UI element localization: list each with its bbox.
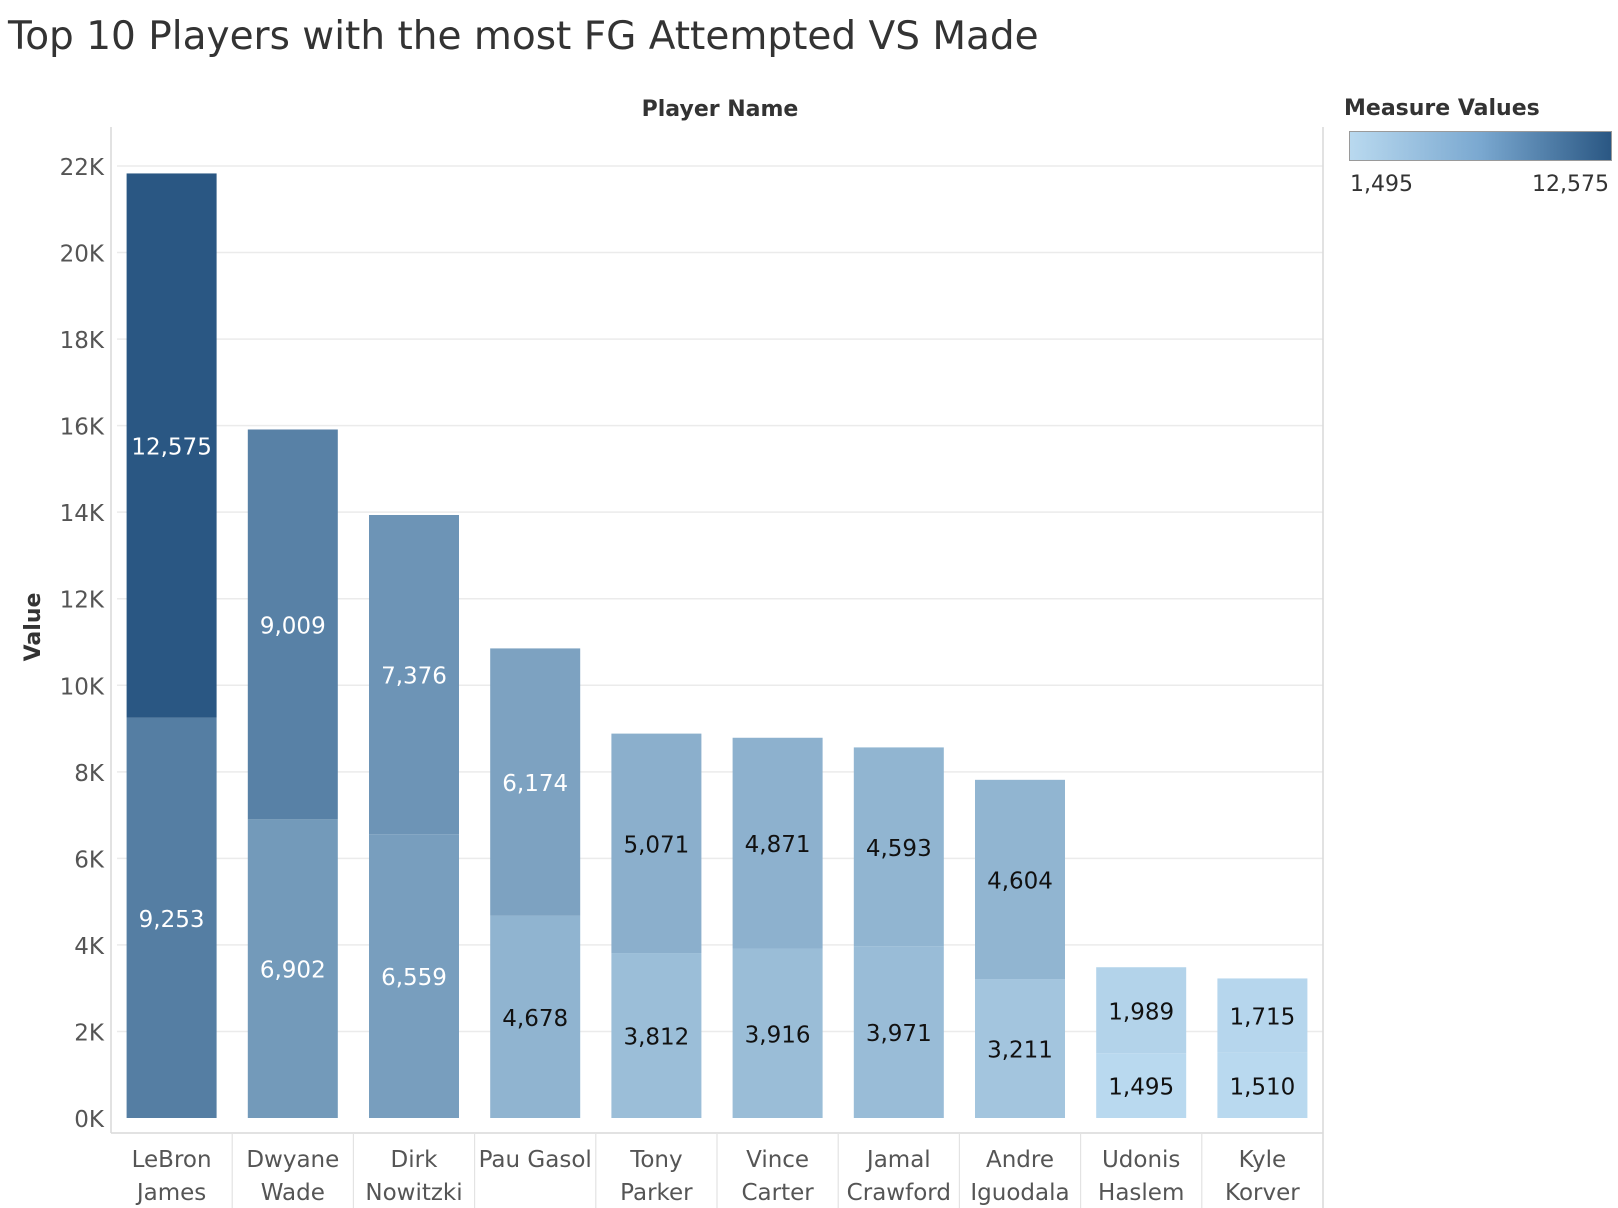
data-label: 6,559 <box>381 965 447 991</box>
y-tick-label: 22K <box>60 155 105 181</box>
x-tick-label: Dirk <box>391 1147 439 1173</box>
y-tick-label: 0K <box>74 1107 105 1133</box>
x-tick-label: Tony <box>629 1147 682 1173</box>
data-label: 5,071 <box>623 832 689 858</box>
bar-segment <box>490 648 581 916</box>
x-tick-label: Nowitzki <box>365 1180 462 1206</box>
bar-segment <box>732 737 823 949</box>
x-axis-header: Player Name <box>642 97 799 122</box>
data-label: 4,871 <box>745 832 811 858</box>
bar-segment <box>247 819 338 1118</box>
data-label: 4,593 <box>866 836 932 862</box>
bar-segment <box>369 834 459 1118</box>
data-label: 4,678 <box>502 1006 568 1032</box>
y-tick-label: 14K <box>60 501 105 527</box>
bar-segment <box>1096 1053 1187 1118</box>
x-tick-label: Carter <box>741 1180 814 1206</box>
legend-min-label: 1,495 <box>1350 172 1413 197</box>
bar-segment <box>975 979 1065 1118</box>
legend-max-label: 12,575 <box>1532 172 1609 197</box>
data-label: 4,604 <box>987 868 1053 894</box>
bar-segment <box>1217 1052 1308 1118</box>
x-tick-label: Udonis <box>1102 1147 1180 1173</box>
data-label: 7,376 <box>381 664 447 690</box>
data-label: 1,989 <box>1108 999 1174 1025</box>
chart-title: Top 10 Players with the most FG Attempte… <box>8 14 1039 59</box>
bar-segment <box>853 747 944 947</box>
y-tick-label: 18K <box>60 328 105 354</box>
y-tick-label: 2K <box>74 1020 105 1046</box>
y-tick-label: 4K <box>74 934 105 960</box>
x-tick-label: Haslem <box>1098 1180 1184 1206</box>
legend-color-ramp <box>1349 131 1612 161</box>
data-label: 3,916 <box>745 1022 811 1048</box>
bar-segment <box>369 514 459 835</box>
data-label: 12,575 <box>131 435 211 461</box>
data-label: 3,971 <box>866 1021 932 1047</box>
y-tick-label: 10K <box>60 674 105 700</box>
data-label: 1,495 <box>1108 1075 1174 1101</box>
x-tick-label: Kyle <box>1239 1147 1287 1173</box>
data-label: 6,902 <box>260 958 326 984</box>
x-tick-label: Korver <box>1225 1180 1300 1206</box>
y-tick-label: 8K <box>74 761 105 787</box>
x-tick-label: Crawford <box>847 1180 951 1206</box>
x-tick-label: Jamal <box>865 1147 931 1173</box>
bar-segment <box>126 717 217 1118</box>
bar-segment <box>126 173 217 718</box>
x-tick-label: Wade <box>261 1180 325 1206</box>
x-tick-label: James <box>135 1180 206 1206</box>
bar-segment <box>611 733 702 954</box>
data-label: 6,174 <box>502 771 568 797</box>
bar-segment <box>1217 978 1308 1053</box>
y-tick-label: 20K <box>60 242 105 268</box>
y-tick-label: 12K <box>60 588 105 614</box>
x-tick-label: Parker <box>620 1180 693 1206</box>
data-label: 3,812 <box>623 1025 689 1051</box>
data-label: 1,510 <box>1229 1074 1295 1100</box>
x-tick-label: Iguodala <box>970 1180 1069 1206</box>
data-label: 1,715 <box>1229 1005 1295 1031</box>
x-tick-label: LeBron <box>132 1147 212 1173</box>
y-tick-label: 6K <box>74 847 105 873</box>
bar-segment <box>490 915 581 1118</box>
x-tick-label: Dwyane <box>246 1147 339 1173</box>
legend-title: Measure Values <box>1344 96 1540 121</box>
data-label: 9,009 <box>260 613 326 639</box>
y-tick-label: 16K <box>60 415 105 441</box>
bar-segment <box>732 948 823 1118</box>
bar-segment <box>247 429 338 820</box>
y-axis-label: Value <box>21 593 46 662</box>
bar-segment <box>975 779 1065 980</box>
bar-segment <box>853 946 944 1118</box>
x-tick-label: Vince <box>746 1147 809 1173</box>
bar-segment <box>611 953 702 1118</box>
x-tick-label: Andre <box>986 1147 1054 1173</box>
data-label: 9,253 <box>139 907 205 933</box>
x-tick-label: Pau Gasol <box>479 1147 592 1173</box>
bar-segment <box>1096 967 1187 1054</box>
data-label: 3,211 <box>987 1038 1053 1064</box>
